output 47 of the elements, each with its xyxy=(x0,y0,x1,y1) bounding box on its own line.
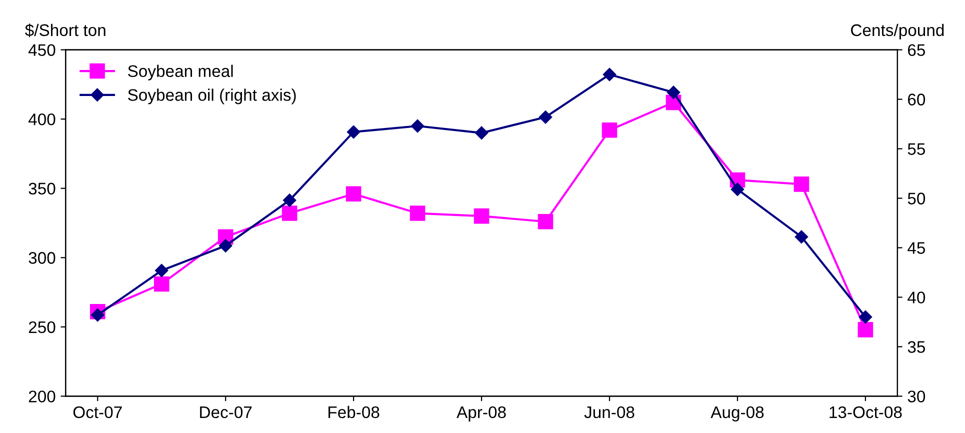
y2-tick-label: 45 xyxy=(908,242,926,254)
y-tick-label: 400 xyxy=(28,113,56,126)
point xyxy=(794,230,808,244)
y-tick-label: 250 xyxy=(28,321,56,334)
point xyxy=(538,214,554,230)
x-tick-label: 13-Oct-08 xyxy=(830,406,902,418)
legend-label: Soybean meal xyxy=(128,64,233,80)
point xyxy=(346,186,362,202)
y2-tick-label: 55 xyxy=(908,143,926,155)
x-tick-label: Aug-08 xyxy=(710,406,764,422)
point xyxy=(666,86,680,99)
point xyxy=(858,310,872,324)
y-tick-label: 300 xyxy=(28,252,56,264)
point xyxy=(794,176,810,192)
y2-tick-label: 50 xyxy=(908,192,926,204)
y-tick-label: 450 xyxy=(28,44,56,56)
point xyxy=(858,322,874,338)
point xyxy=(474,208,490,224)
y2-tick-label: 30 xyxy=(908,390,926,402)
y2-tick-label: 65 xyxy=(908,44,926,56)
point xyxy=(410,206,426,221)
point xyxy=(219,239,232,252)
y-tick-label: 200 xyxy=(28,390,56,402)
point xyxy=(346,125,360,139)
x-tick-label: Oct-07 xyxy=(73,406,122,418)
point xyxy=(155,264,168,278)
point xyxy=(91,308,104,322)
x-tick-label: Jun-08 xyxy=(584,406,634,418)
point xyxy=(730,182,744,196)
point xyxy=(154,276,170,292)
y2-tick-label: 35 xyxy=(908,341,926,353)
point xyxy=(282,206,298,221)
point xyxy=(602,68,616,82)
y2-tick-label: 60 xyxy=(908,94,926,106)
x-tick-label: Apr-08 xyxy=(456,406,506,422)
point xyxy=(282,194,296,207)
point xyxy=(602,122,618,138)
point xyxy=(474,126,488,140)
y-axis-title: $/Short ton xyxy=(25,24,106,38)
y2-tick-label: 40 xyxy=(908,292,926,304)
y-tick-label: 350 xyxy=(28,182,56,195)
x-tick-label: Feb-08 xyxy=(328,406,380,418)
point xyxy=(410,119,424,133)
x-tick-label: Dec-07 xyxy=(200,406,252,418)
y2-axis-title: Cents/pound xyxy=(851,24,944,40)
legend-label: Soybean oil (right axis) xyxy=(128,88,296,104)
point xyxy=(538,110,552,124)
